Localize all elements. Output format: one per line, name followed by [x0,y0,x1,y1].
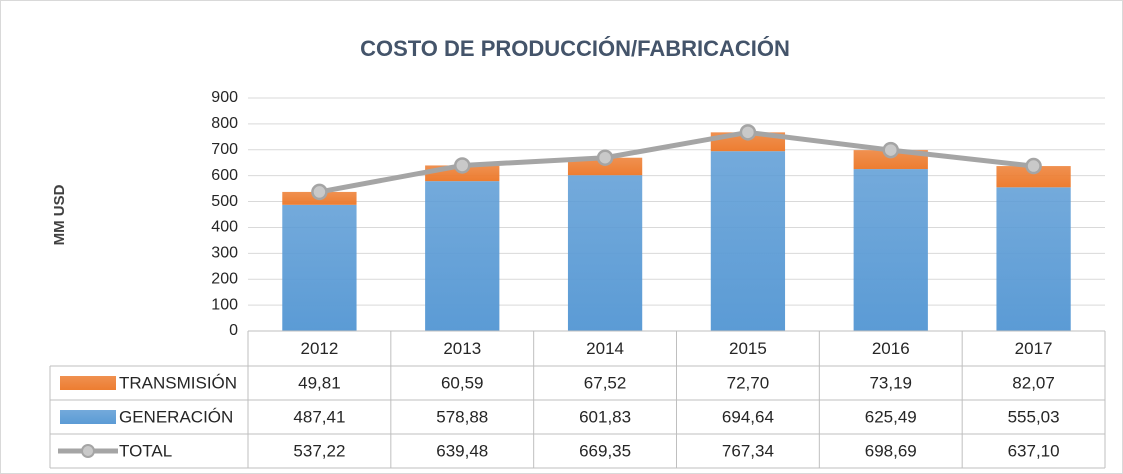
x-tick-label: 2017 [1015,339,1053,358]
bar [710,151,786,331]
value-label: 698,69 [865,441,917,460]
y-tick-label: 300 [211,245,238,262]
line-marker [739,124,757,141]
bar [567,157,643,176]
value-label: 767,34 [722,441,774,460]
line-marker [596,149,614,166]
value-label: 578,88 [436,407,488,426]
line-marker [454,157,471,174]
x-tick-label: 2014 [586,339,624,358]
x-tick-label: 2012 [301,339,339,358]
y-tick-label: 600 [211,167,238,184]
value-label: 537,22 [293,441,345,460]
legend-key [60,410,116,424]
bar [567,175,643,331]
bar [282,204,357,331]
value-label: 60,59 [441,373,484,392]
value-label: 82,07 [1012,373,1055,392]
line-marker [311,183,328,201]
y-tick-label: 100 [211,296,238,313]
y-tick-label: 500 [211,193,238,210]
bar [425,181,500,331]
value-label: 73,19 [869,373,912,392]
bar [853,150,928,170]
value-label: 601,83 [579,407,631,426]
y-tick-label: 900 [211,89,238,106]
bar [853,169,928,331]
x-tick-label: 2013 [443,339,481,358]
y-axis-label: MM USD [51,184,68,245]
value-label: 49,81 [298,373,341,392]
value-label: 625,49 [865,407,917,426]
y-tick-label: 0 [229,322,238,339]
legend-key [60,376,116,390]
y-tick-label: 800 [211,115,238,132]
value-label: 67,52 [584,373,627,392]
value-label: 487,41 [293,407,345,426]
value-label: 72,70 [727,373,770,392]
legend-label: TRANSMISIÓN [119,373,237,392]
x-tick-label: 2016 [872,339,910,358]
line-marker [1025,157,1042,175]
legend-key [81,444,95,458]
line [318,129,1034,195]
bar [996,187,1071,331]
value-label: 694,64 [722,407,774,426]
y-tick-label: 400 [211,219,238,236]
legend-label: TOTAL [119,441,172,460]
line-marker [882,141,899,159]
chart-title: COSTO DE PRODUCCIÓN/FABRICACIÓN [360,36,790,61]
x-tick-label: 2015 [729,339,767,358]
value-label: 637,10 [1008,441,1060,460]
value-label: 555,03 [1008,407,1060,426]
y-tick-label: 700 [211,141,238,158]
value-label: 669,35 [579,441,631,460]
y-tick-label: 200 [211,270,238,287]
legend-label: GENERACIÓN [119,407,233,426]
bar [996,166,1071,188]
value-label: 639,48 [436,441,488,460]
